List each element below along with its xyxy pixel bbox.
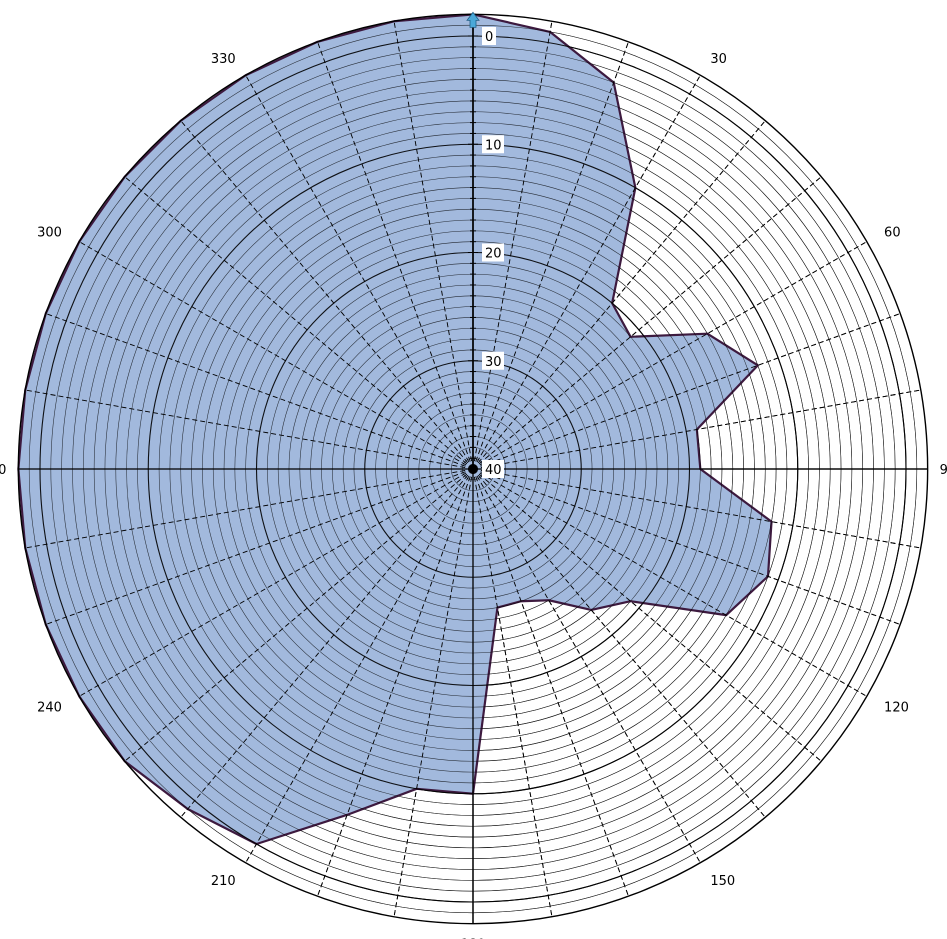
- overlay-spoke-340: [317, 41, 474, 470]
- overlay-spoke-320: [180, 120, 474, 470]
- overlay-spoke-280: [25, 389, 474, 470]
- angle-tick-label-0: 0: [469, 0, 477, 3]
- radial-tick-label-text: 20: [485, 247, 502, 262]
- overlay-spoke-350: [393, 21, 474, 470]
- overlay-spoke-300: [79, 241, 474, 470]
- overlay-spoke-60: [472, 241, 867, 470]
- angle-tick-label-60: 60: [884, 226, 901, 241]
- angle-tick-label-330: 330: [211, 52, 236, 67]
- overlay-spoke-250: [45, 468, 474, 625]
- center-hub: [469, 465, 477, 473]
- angle-tick-label-210: 210: [211, 874, 236, 889]
- radial-tick-label-bg: [482, 27, 496, 45]
- overlay-spoke-40: [472, 120, 766, 470]
- radial-tick-label: 20: [482, 243, 504, 262]
- overlay-spoke-150: [472, 468, 701, 863]
- angle-tick-label-180: 180: [461, 938, 486, 939]
- overlay-spoke-100: [472, 468, 921, 549]
- overlay-spoke-130: [472, 468, 822, 762]
- overlay-spoke-80: [472, 389, 921, 470]
- radial-tick-label-text: 10: [485, 138, 502, 153]
- angle-tick-label-270: 270: [0, 463, 6, 478]
- overlay-spoke-10: [472, 21, 553, 470]
- radial-tick-label-text: 30: [485, 355, 502, 370]
- overlay-spoke-190: [393, 468, 474, 917]
- radial-tick-label-bg: [482, 243, 504, 262]
- angle-tick-label-150: 150: [710, 874, 735, 889]
- radial-tick-label: 40: [482, 460, 504, 478]
- angle-tick-label-120: 120: [884, 700, 909, 715]
- radial-tick-label: 0: [482, 27, 496, 45]
- overlay-spoke-330: [245, 75, 474, 470]
- radial-tick-label: 10: [482, 135, 504, 154]
- overlay-spoke-200: [317, 468, 474, 897]
- overlay-spoke-140: [472, 468, 766, 818]
- overlay-spoke-260: [25, 468, 474, 549]
- overlay-spoke-50: [472, 176, 822, 470]
- angle-tick-label-300: 300: [37, 226, 62, 241]
- angle-tick-label-240: 240: [37, 700, 62, 715]
- radial-tick-label-text: 40: [485, 463, 502, 478]
- overlay-spoke-160: [472, 468, 629, 897]
- radial-tick-label-bg: [482, 351, 504, 370]
- angle-tick-label-30: 30: [710, 52, 727, 67]
- overlay-spoke-210: [245, 468, 474, 863]
- overlay-spoke-120: [472, 468, 867, 697]
- overlay-spoke-230: [124, 468, 474, 762]
- overlay-spoke-110: [472, 468, 901, 625]
- overlay-spoke-220: [180, 468, 474, 818]
- north-arrow-icon: [466, 11, 480, 28]
- overlay-spoke-30: [472, 75, 701, 470]
- overlay-spoke-170: [472, 468, 553, 917]
- radial-tick-label: 30: [482, 351, 504, 370]
- angle-tick-label-90: 90: [940, 463, 947, 478]
- radial-tick-label-bg: [482, 460, 504, 478]
- overlay-spoke-290: [45, 313, 474, 470]
- radial-axis: 0 10 20 30 40: [466, 11, 504, 478]
- overlay-spoke-20: [472, 41, 629, 470]
- overlay-spoke-310: [124, 176, 474, 470]
- radial-tick-label-text: 0: [485, 30, 493, 45]
- overlay-spoke-70: [472, 313, 901, 470]
- overlay-spoke-240: [79, 468, 474, 697]
- radial-tick-label-bg: [482, 135, 504, 154]
